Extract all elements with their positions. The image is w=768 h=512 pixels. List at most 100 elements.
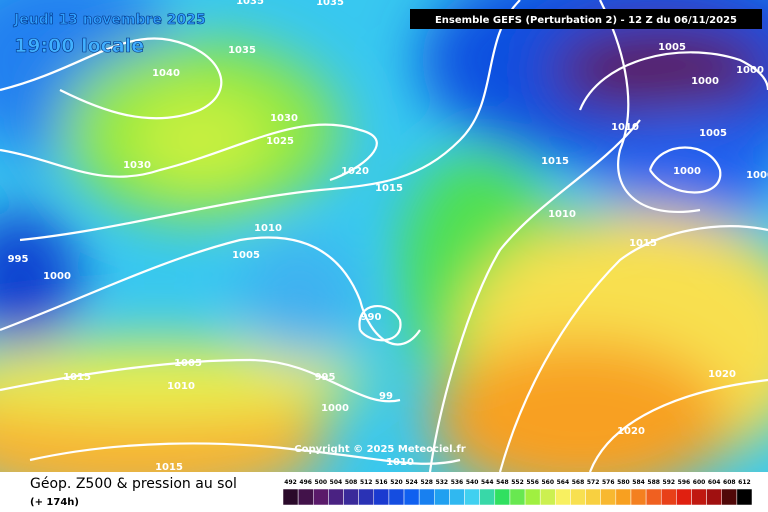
scale-swatch [313, 488, 329, 506]
scale-swatch [600, 488, 617, 506]
scale-swatch [615, 488, 632, 506]
lead-time: (+ 174h) [30, 497, 79, 508]
scale-swatch [585, 488, 601, 506]
scale-swatch [494, 488, 511, 506]
scale-label: 584 [632, 479, 645, 486]
scale-label: 592 [663, 479, 676, 486]
scale-label: 608 [723, 479, 736, 486]
scale-swatch [418, 488, 435, 506]
scale-swatch [297, 488, 314, 506]
scale-swatch [660, 488, 677, 506]
isobar-label: 1035 [236, 0, 264, 7]
scale-label: 504 [330, 479, 343, 486]
scale-label: 556 [526, 479, 539, 486]
scale-label: 612 [738, 479, 751, 486]
isobar-label: 1005 [658, 42, 686, 53]
scale-label: 560 [541, 479, 554, 486]
scale-label: 496 [299, 479, 312, 486]
scale-label: 588 [647, 479, 660, 486]
scale-label: 520 [390, 479, 403, 486]
scale-label: 604 [708, 479, 721, 486]
scale-label: 552 [511, 479, 524, 486]
scale-swatch [645, 488, 662, 506]
scale-label: 548 [496, 479, 509, 486]
scale-swatch [721, 488, 738, 506]
scale-label: 536 [451, 479, 464, 486]
isobar-label: 1000 [736, 65, 764, 76]
isobar-label: 1000 [691, 76, 719, 87]
scale-swatch [630, 488, 647, 506]
scale-swatch [373, 488, 390, 506]
scale-label: 492 [284, 479, 297, 486]
scale-swatch [343, 488, 359, 506]
scale-swatch [570, 488, 586, 506]
scale-swatch [449, 488, 465, 506]
isobar-label: 1025 [266, 136, 294, 147]
scale-swatch [524, 488, 541, 506]
scale-swatch [736, 488, 753, 506]
isobar-label: 1000 [43, 271, 71, 282]
scale-swatch [676, 488, 692, 506]
isobar-label: 1010 [167, 381, 195, 392]
isobar-label: 995 [315, 372, 336, 383]
isobar-label: 1000 [746, 170, 768, 181]
isobar-label: 99 [379, 391, 393, 402]
scale-label: 572 [587, 479, 600, 486]
scale-swatch [479, 488, 496, 506]
date: Jeudi 13 novembre 2025 [13, 12, 206, 28]
isobar-label: 1010 [548, 209, 576, 220]
isobar-label: 1015 [541, 156, 569, 167]
isobar-label: 1030 [270, 113, 298, 124]
model-info: Ensemble GEFS (Perturbation 2) - 12 Z du… [435, 15, 737, 26]
scale-swatch [706, 488, 722, 506]
isobar-label: 1020 [341, 166, 369, 177]
isobar-label: 1035 [228, 45, 256, 56]
scale-label: 596 [678, 479, 691, 486]
scale-swatch [539, 488, 556, 506]
footer-title: Géop. Z500 & pression au sol [30, 476, 237, 492]
isobar-label: 1035 [316, 0, 344, 8]
isobar-label: 1040 [152, 68, 180, 79]
scale-swatch [282, 488, 299, 506]
model-box [410, 9, 762, 29]
isobar-label: 1020 [617, 426, 645, 437]
scale-swatch [403, 488, 420, 506]
scale-label: 576 [602, 479, 615, 486]
scale-swatch [691, 488, 707, 506]
isobar-label: 1005 [699, 128, 727, 139]
scale-label: 500 [315, 479, 328, 486]
isobar-label: 1000 [321, 403, 349, 414]
scale-swatch [509, 488, 526, 506]
isobar-label: 1015 [375, 183, 403, 194]
isobar-label: 1015 [155, 462, 183, 473]
isobar-label: 1000 [673, 166, 701, 177]
isobar-label: 1005 [232, 250, 260, 261]
local-time: 19:00 locale [14, 35, 144, 57]
isobar-label: 1010 [611, 122, 639, 133]
scale-label: 528 [420, 479, 433, 486]
isobar-label: 1030 [123, 160, 151, 171]
scale-label: 568 [572, 479, 585, 486]
scale-label: 540 [466, 479, 479, 486]
scale-swatch [388, 488, 405, 506]
isobar-label: 1015 [629, 238, 657, 249]
scale-label: 544 [481, 479, 494, 486]
scale-label: 600 [693, 479, 706, 486]
isobar-label: 1020 [708, 369, 736, 380]
scale-swatch [464, 488, 480, 506]
isobar-label: 1015 [63, 372, 91, 383]
isobar-labels: 1035 1035 1035 1040 1005 1000 1000 1030 1025 1030… [8, 0, 768, 473]
scale-label: 508 [345, 479, 358, 486]
scale-label: 564 [557, 479, 570, 486]
isobar-label: 1005 [174, 358, 202, 369]
scale-label: 580 [617, 479, 630, 486]
isobar-lines [0, 0, 768, 472]
scale-label: 524 [405, 479, 418, 486]
color-scale: 492 496 500 504 508 512 516 520 524 528 532 536 540 5… [282, 479, 753, 506]
isobar-label: 990 [361, 312, 382, 323]
isobar-label: 1010 [386, 457, 414, 468]
scale-label: 532 [436, 479, 449, 486]
scale-swatch [328, 488, 344, 506]
